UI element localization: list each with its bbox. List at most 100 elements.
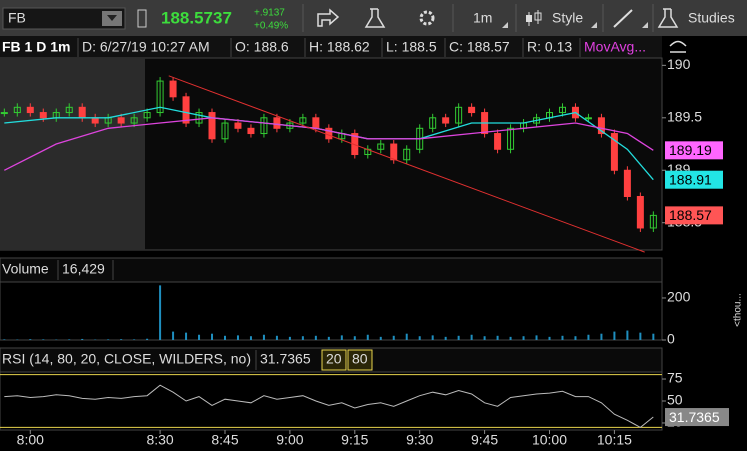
moving-average bbox=[4, 117, 654, 171]
volume-bar bbox=[42, 339, 45, 340]
volume-bar bbox=[120, 339, 123, 340]
candle bbox=[377, 143, 385, 150]
volume-bar bbox=[249, 336, 252, 340]
candle bbox=[208, 112, 216, 140]
candle bbox=[312, 117, 320, 129]
share-icon[interactable] bbox=[317, 8, 340, 27]
volume-bar bbox=[587, 334, 590, 340]
candle bbox=[455, 106, 463, 124]
candle bbox=[117, 117, 125, 124]
volume-bar bbox=[444, 336, 447, 340]
volume-bar bbox=[496, 335, 499, 340]
volume-bar bbox=[223, 335, 226, 340]
drawing-icon[interactable] bbox=[613, 9, 633, 28]
volume-bar bbox=[133, 339, 136, 340]
volume-bar bbox=[314, 335, 317, 340]
candle bbox=[221, 122, 229, 140]
style-dropdown[interactable] bbox=[591, 22, 597, 28]
volume-bar bbox=[470, 334, 473, 340]
last-value-box bbox=[665, 408, 729, 427]
symbol-input[interactable] bbox=[2, 7, 126, 30]
x-tick-label: 9:00 bbox=[276, 432, 303, 448]
high: H: 188.62 bbox=[309, 39, 370, 55]
y-tick-label: 0 bbox=[667, 331, 675, 347]
volume-bar bbox=[431, 335, 434, 340]
flask-icon[interactable] bbox=[364, 8, 386, 28]
x-tick-label: 8:45 bbox=[211, 432, 238, 448]
change-pct: +0.49% bbox=[254, 21, 288, 32]
volume-bar bbox=[639, 332, 642, 340]
volume-bar bbox=[236, 335, 239, 340]
scale-icon[interactable] bbox=[669, 40, 687, 53]
level-box bbox=[347, 349, 373, 371]
interval[interactable]: 1m bbox=[473, 10, 492, 26]
volume-bar bbox=[353, 336, 356, 340]
volume-bar bbox=[457, 335, 460, 340]
study-legend[interactable]: MovAvg... bbox=[584, 39, 646, 55]
x-tick-label: 9:15 bbox=[341, 432, 368, 448]
y-tick-label: 189.5 bbox=[667, 109, 702, 125]
candle bbox=[234, 122, 242, 129]
link-icon[interactable] bbox=[137, 9, 147, 28]
candle bbox=[558, 106, 566, 114]
candle bbox=[26, 106, 34, 114]
candle bbox=[260, 117, 268, 135]
volume-bar bbox=[185, 332, 188, 340]
candle bbox=[468, 106, 476, 114]
volume-bar bbox=[509, 336, 512, 340]
range: R: 0.13 bbox=[527, 39, 572, 55]
volume-bar bbox=[275, 335, 278, 340]
studies-icon[interactable] bbox=[657, 8, 679, 28]
interval-dropdown[interactable] bbox=[502, 22, 508, 28]
candle bbox=[39, 112, 47, 119]
rsi-level: 80 bbox=[352, 351, 368, 367]
volume-bar bbox=[600, 333, 603, 340]
date: D: 6/27/19 10:27 AM bbox=[82, 39, 210, 55]
level-box bbox=[321, 349, 347, 371]
volume-bar bbox=[262, 334, 265, 340]
volume-bar bbox=[574, 336, 577, 340]
change: +.9137 bbox=[254, 8, 285, 19]
candle bbox=[0, 112, 8, 115]
volume-title: Volume bbox=[2, 261, 49, 277]
drawing-dropdown[interactable] bbox=[642, 22, 648, 28]
volume-bar bbox=[366, 334, 369, 340]
volume-bar bbox=[146, 338, 149, 340]
settings-icon[interactable] bbox=[419, 10, 435, 26]
volume-bar bbox=[211, 333, 214, 340]
last-price: 188.5737 bbox=[161, 8, 232, 27]
y-tick-label: 190 bbox=[667, 56, 691, 72]
volume-bar bbox=[327, 336, 330, 340]
x-tick-label: 9:30 bbox=[406, 432, 433, 448]
candle bbox=[273, 117, 281, 129]
candle bbox=[597, 117, 605, 135]
rsi-line bbox=[4, 384, 654, 428]
candle bbox=[442, 117, 450, 124]
symbol[interactable]: FB bbox=[8, 10, 26, 26]
x-tick-label: 10:15 bbox=[597, 432, 632, 448]
candle bbox=[247, 127, 255, 135]
candle bbox=[623, 169, 631, 197]
volume-bar bbox=[29, 339, 32, 340]
candle bbox=[78, 106, 86, 119]
volume-unit: <thou... bbox=[733, 293, 744, 327]
candle bbox=[636, 195, 644, 229]
price-label-box bbox=[665, 206, 723, 225]
volume-bar bbox=[288, 336, 291, 340]
candle bbox=[13, 106, 21, 114]
x-tick-label: 8:30 bbox=[146, 432, 173, 448]
last-value-label: 31.7365 bbox=[669, 409, 720, 425]
volume-bar bbox=[535, 335, 538, 340]
x-tick-label: 9:45 bbox=[471, 432, 498, 448]
volume-pane bbox=[0, 281, 663, 341]
style-button[interactable]: Style bbox=[552, 10, 583, 26]
trendline bbox=[168, 75, 645, 253]
volume-bar bbox=[652, 333, 655, 340]
volume-bar bbox=[198, 334, 201, 340]
rsi-title: RSI (14, 80, 20, CLOSE, WILDERS, no) bbox=[2, 351, 251, 367]
studies-button[interactable]: Studies bbox=[688, 10, 735, 26]
volume-bar bbox=[561, 335, 564, 340]
volume-bar bbox=[68, 339, 71, 340]
y-tick-label: 75 bbox=[667, 370, 683, 386]
candle bbox=[169, 80, 177, 98]
